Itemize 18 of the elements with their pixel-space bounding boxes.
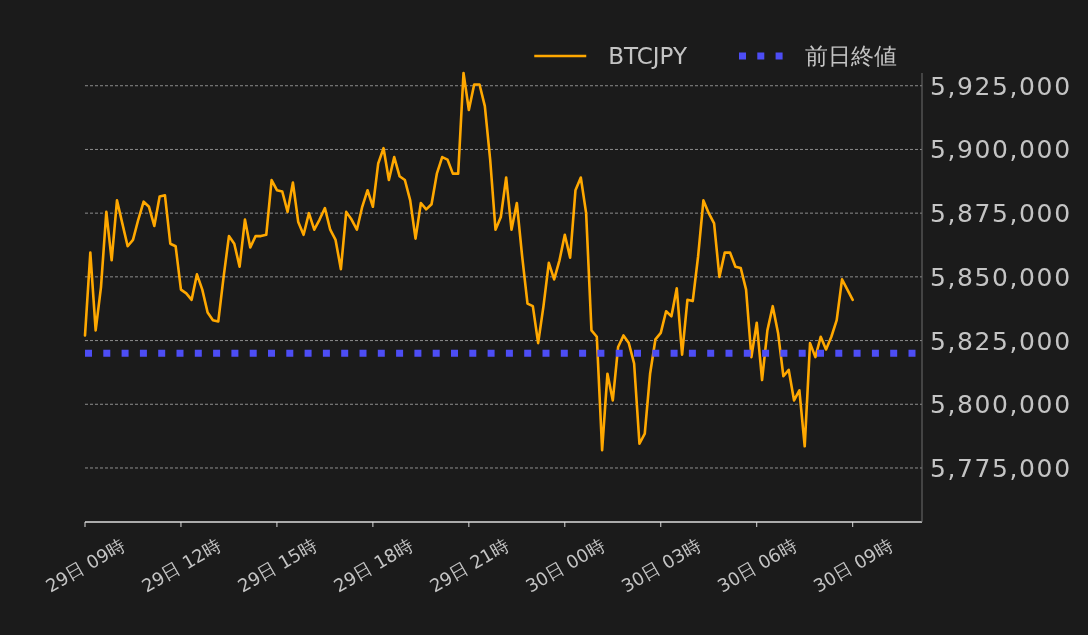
y-tick-label: 5,925,000: [930, 71, 1072, 101]
legend-label: BTCJPY: [608, 43, 688, 69]
x-tick-label: 30日 00時: [521, 534, 608, 596]
x-tick-label: 30日 09時: [809, 534, 896, 596]
x-tick-label: 29日 21時: [425, 534, 512, 596]
x-tick-label: 29日 18時: [329, 534, 417, 596]
legend-label: 前日終値: [805, 43, 897, 69]
x-tick-label: 29日 15時: [233, 534, 321, 596]
y-tick-label: 5,875,000: [930, 198, 1072, 228]
x-tick-label: 29日 12時: [137, 534, 225, 596]
x-tick-label: 30日 06時: [713, 534, 800, 596]
y-tick-label: 5,900,000: [930, 134, 1072, 164]
y-tick-label: 5,850,000: [930, 262, 1072, 292]
x-tick-label: 30日 03時: [617, 534, 704, 596]
y-tick-label: 5,825,000: [930, 326, 1072, 356]
y-tick-label: 5,775,000: [930, 453, 1072, 483]
x-tick-label: 29日 09時: [41, 534, 129, 596]
y-tick-label: 5,800,000: [930, 389, 1072, 419]
